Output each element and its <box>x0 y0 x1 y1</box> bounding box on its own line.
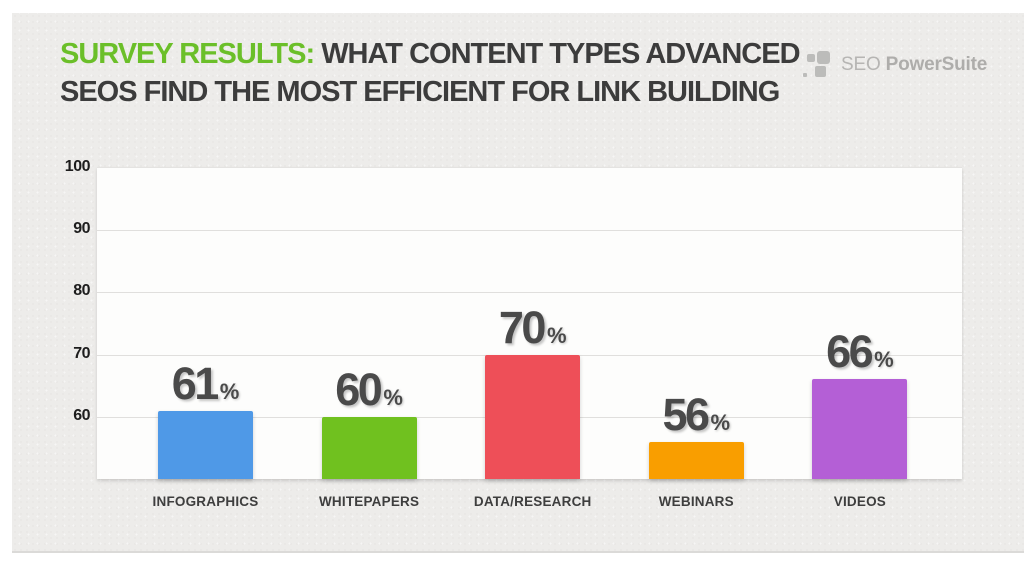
bar-videos <box>812 379 908 479</box>
title-line1: WHAT CONTENT TYPES ADVANCED <box>321 38 800 70</box>
brand-name-seo: SEO <box>841 54 881 75</box>
bar-value-label: 70% <box>463 305 603 350</box>
bar-value-number: 56 <box>662 388 710 440</box>
x-axis-category-label: WHITEPAPERS <box>318 494 420 509</box>
logo-square <box>817 51 830 64</box>
logo-square <box>807 54 815 62</box>
bar-value-label: 66% <box>790 329 930 374</box>
y-axis-tick-label: 90 <box>73 220 90 238</box>
bar-value-unit: % <box>874 347 894 373</box>
brand-logo: SEO PowerSuite <box>803 51 987 79</box>
logo-square <box>815 66 826 77</box>
x-axis-category-label: INFOGRAPHICS <box>152 494 259 509</box>
brand-name-powersuite: PowerSuite <box>885 54 988 75</box>
logo-square <box>803 73 807 77</box>
title-highlight: SURVEY RESULTS: <box>60 38 315 70</box>
x-axis-category-label: WEBINARS <box>658 494 734 509</box>
bar-value-number: 66 <box>826 326 874 378</box>
bar-value-unit: % <box>710 409 731 435</box>
page-title: SURVEY RESULTS: WHAT CONTENT TYPES ADVAN… <box>60 35 801 111</box>
bar-webinars <box>648 441 744 479</box>
y-axis-tick-label: 100 <box>64 158 91 175</box>
y-axis-tick-label: 70 <box>73 344 90 362</box>
x-axis-category-label: DATA/RESEARCH <box>473 494 592 509</box>
y-axis-tick-label: 80 <box>73 282 90 300</box>
bar-data-research <box>485 354 581 479</box>
gridline <box>97 292 962 294</box>
bar-value-number: 61 <box>171 357 220 409</box>
bar-value-label: 56% <box>626 392 766 437</box>
brand-name: SEO PowerSuite <box>841 54 987 76</box>
y-axis-tick-label: 60 <box>73 406 90 424</box>
y-axis: 100 90 80 70 60 <box>40 158 91 478</box>
bar-whitepapers <box>321 416 417 479</box>
gridline <box>97 230 962 232</box>
bar-value-number: 70 <box>498 301 547 353</box>
bar-value-label: 61% <box>136 361 276 406</box>
seo-powersuite-logo-icon <box>803 51 833 79</box>
slide-card: SURVEY RESULTS: WHAT CONTENT TYPES ADVAN… <box>12 13 1024 553</box>
x-axis: INFOGRAPHICS WHITEPAPERS DATA/RESEARCH WEBI… <box>97 491 962 513</box>
bar-value-label: 60% <box>299 367 439 412</box>
title-line2: SEOS FIND THE MOST EFFICIENT FOR LINK BU… <box>60 76 780 108</box>
bar-value-unit: % <box>219 378 240 404</box>
x-axis-category-label: VIDEOS <box>833 494 886 509</box>
bar-chart-plot-area: 61% 60% 70% 56% 66% <box>97 167 962 479</box>
bar-infographics <box>158 410 253 479</box>
bar-value-number: 60 <box>335 363 383 415</box>
bar-value-unit: % <box>383 384 403 410</box>
bar-value-unit: % <box>546 322 567 348</box>
